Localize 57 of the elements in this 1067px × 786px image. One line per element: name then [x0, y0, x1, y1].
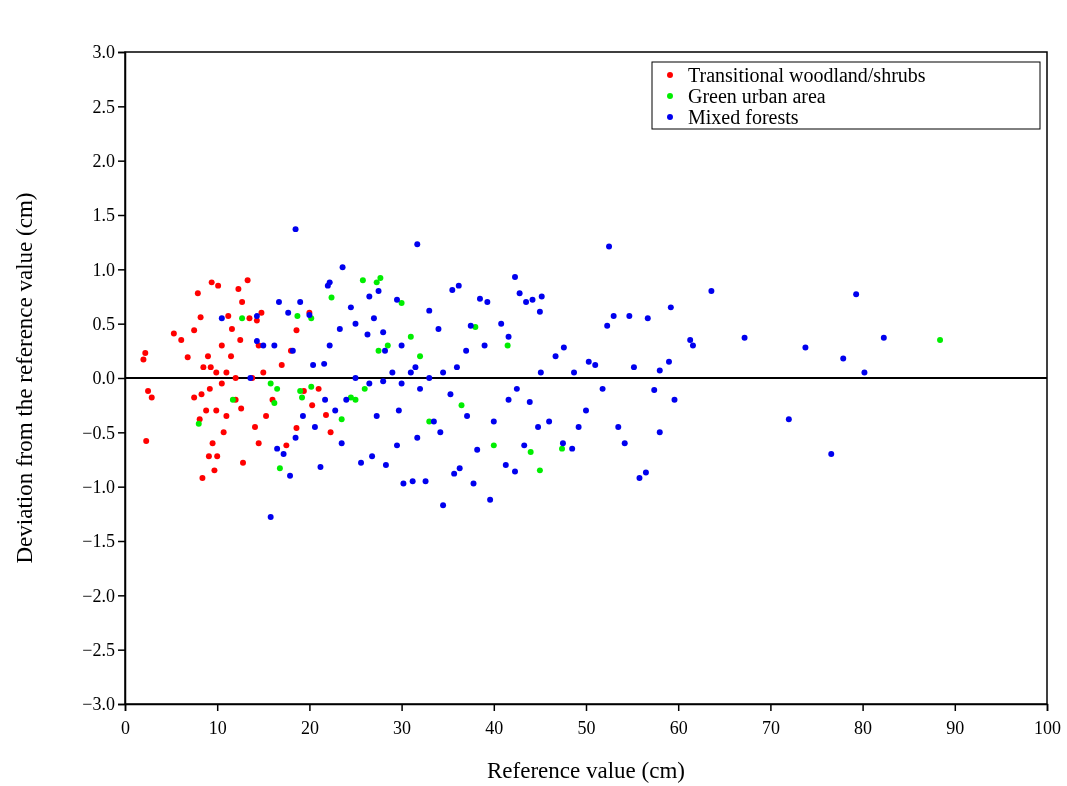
- y-tick-label: −2.5: [82, 639, 115, 660]
- point: [504, 342, 511, 349]
- x-tick-label: 10: [208, 717, 227, 738]
- x-tick-label: 90: [946, 717, 965, 738]
- y-tick-label: 0.5: [92, 313, 115, 334]
- y-tick-label: −2.0: [82, 585, 115, 606]
- x-tick-label: 30: [393, 717, 412, 738]
- point: [299, 394, 306, 401]
- point: [490, 442, 497, 449]
- point: [294, 313, 301, 320]
- point: [373, 279, 380, 286]
- point: [375, 347, 382, 354]
- y-tick-label: −3.0: [82, 694, 115, 715]
- point: [276, 465, 283, 472]
- point: [377, 275, 384, 282]
- point: [417, 353, 424, 360]
- x-tick-label: 80: [854, 717, 873, 738]
- point: [338, 416, 345, 423]
- point: [274, 385, 281, 392]
- point: [195, 420, 202, 427]
- y-tick-label: 3.0: [92, 42, 115, 63]
- y-tick-label: 1.0: [92, 259, 115, 280]
- y-tick-label: 0.0: [92, 368, 115, 389]
- point: [527, 448, 534, 455]
- point: [458, 402, 465, 409]
- point: [352, 396, 359, 403]
- point: [359, 277, 366, 284]
- y-tick-label: −0.5: [82, 422, 115, 443]
- x-tick-label: 100: [1034, 717, 1061, 738]
- point: [267, 380, 274, 387]
- x-tick-label: 40: [485, 717, 504, 738]
- x-tick-label: 50: [577, 717, 596, 738]
- point: [239, 315, 246, 322]
- y-tick-label: 2.0: [92, 150, 115, 171]
- point: [271, 400, 278, 406]
- point: [384, 342, 391, 349]
- point: [308, 383, 315, 390]
- x-tick-label: 0: [121, 717, 130, 738]
- y-tick-label: 1.5: [92, 205, 115, 226]
- y-tick-label: −1.0: [82, 476, 115, 497]
- point: [361, 385, 368, 392]
- legend-label: Green urban area: [688, 85, 826, 107]
- point: [937, 336, 944, 343]
- y-tick-label: 2.5: [92, 96, 115, 117]
- y-tick-label: −1.5: [82, 531, 115, 552]
- point: [407, 333, 414, 340]
- point: [559, 445, 566, 452]
- x-tick-label: 20: [300, 717, 319, 738]
- x-tick-label: 60: [669, 717, 688, 738]
- x-axis-title: Reference value (cm): [487, 758, 685, 783]
- point: [328, 294, 335, 301]
- point: [398, 300, 405, 306]
- point: [536, 467, 543, 474]
- x-tick-label: 70: [761, 717, 780, 738]
- legend-label: Mixed forests: [688, 106, 799, 128]
- legend-label: Transitional woodland/shrubs: [688, 64, 926, 86]
- y-axis-title: Deviation from the reference value (cm): [12, 192, 37, 564]
